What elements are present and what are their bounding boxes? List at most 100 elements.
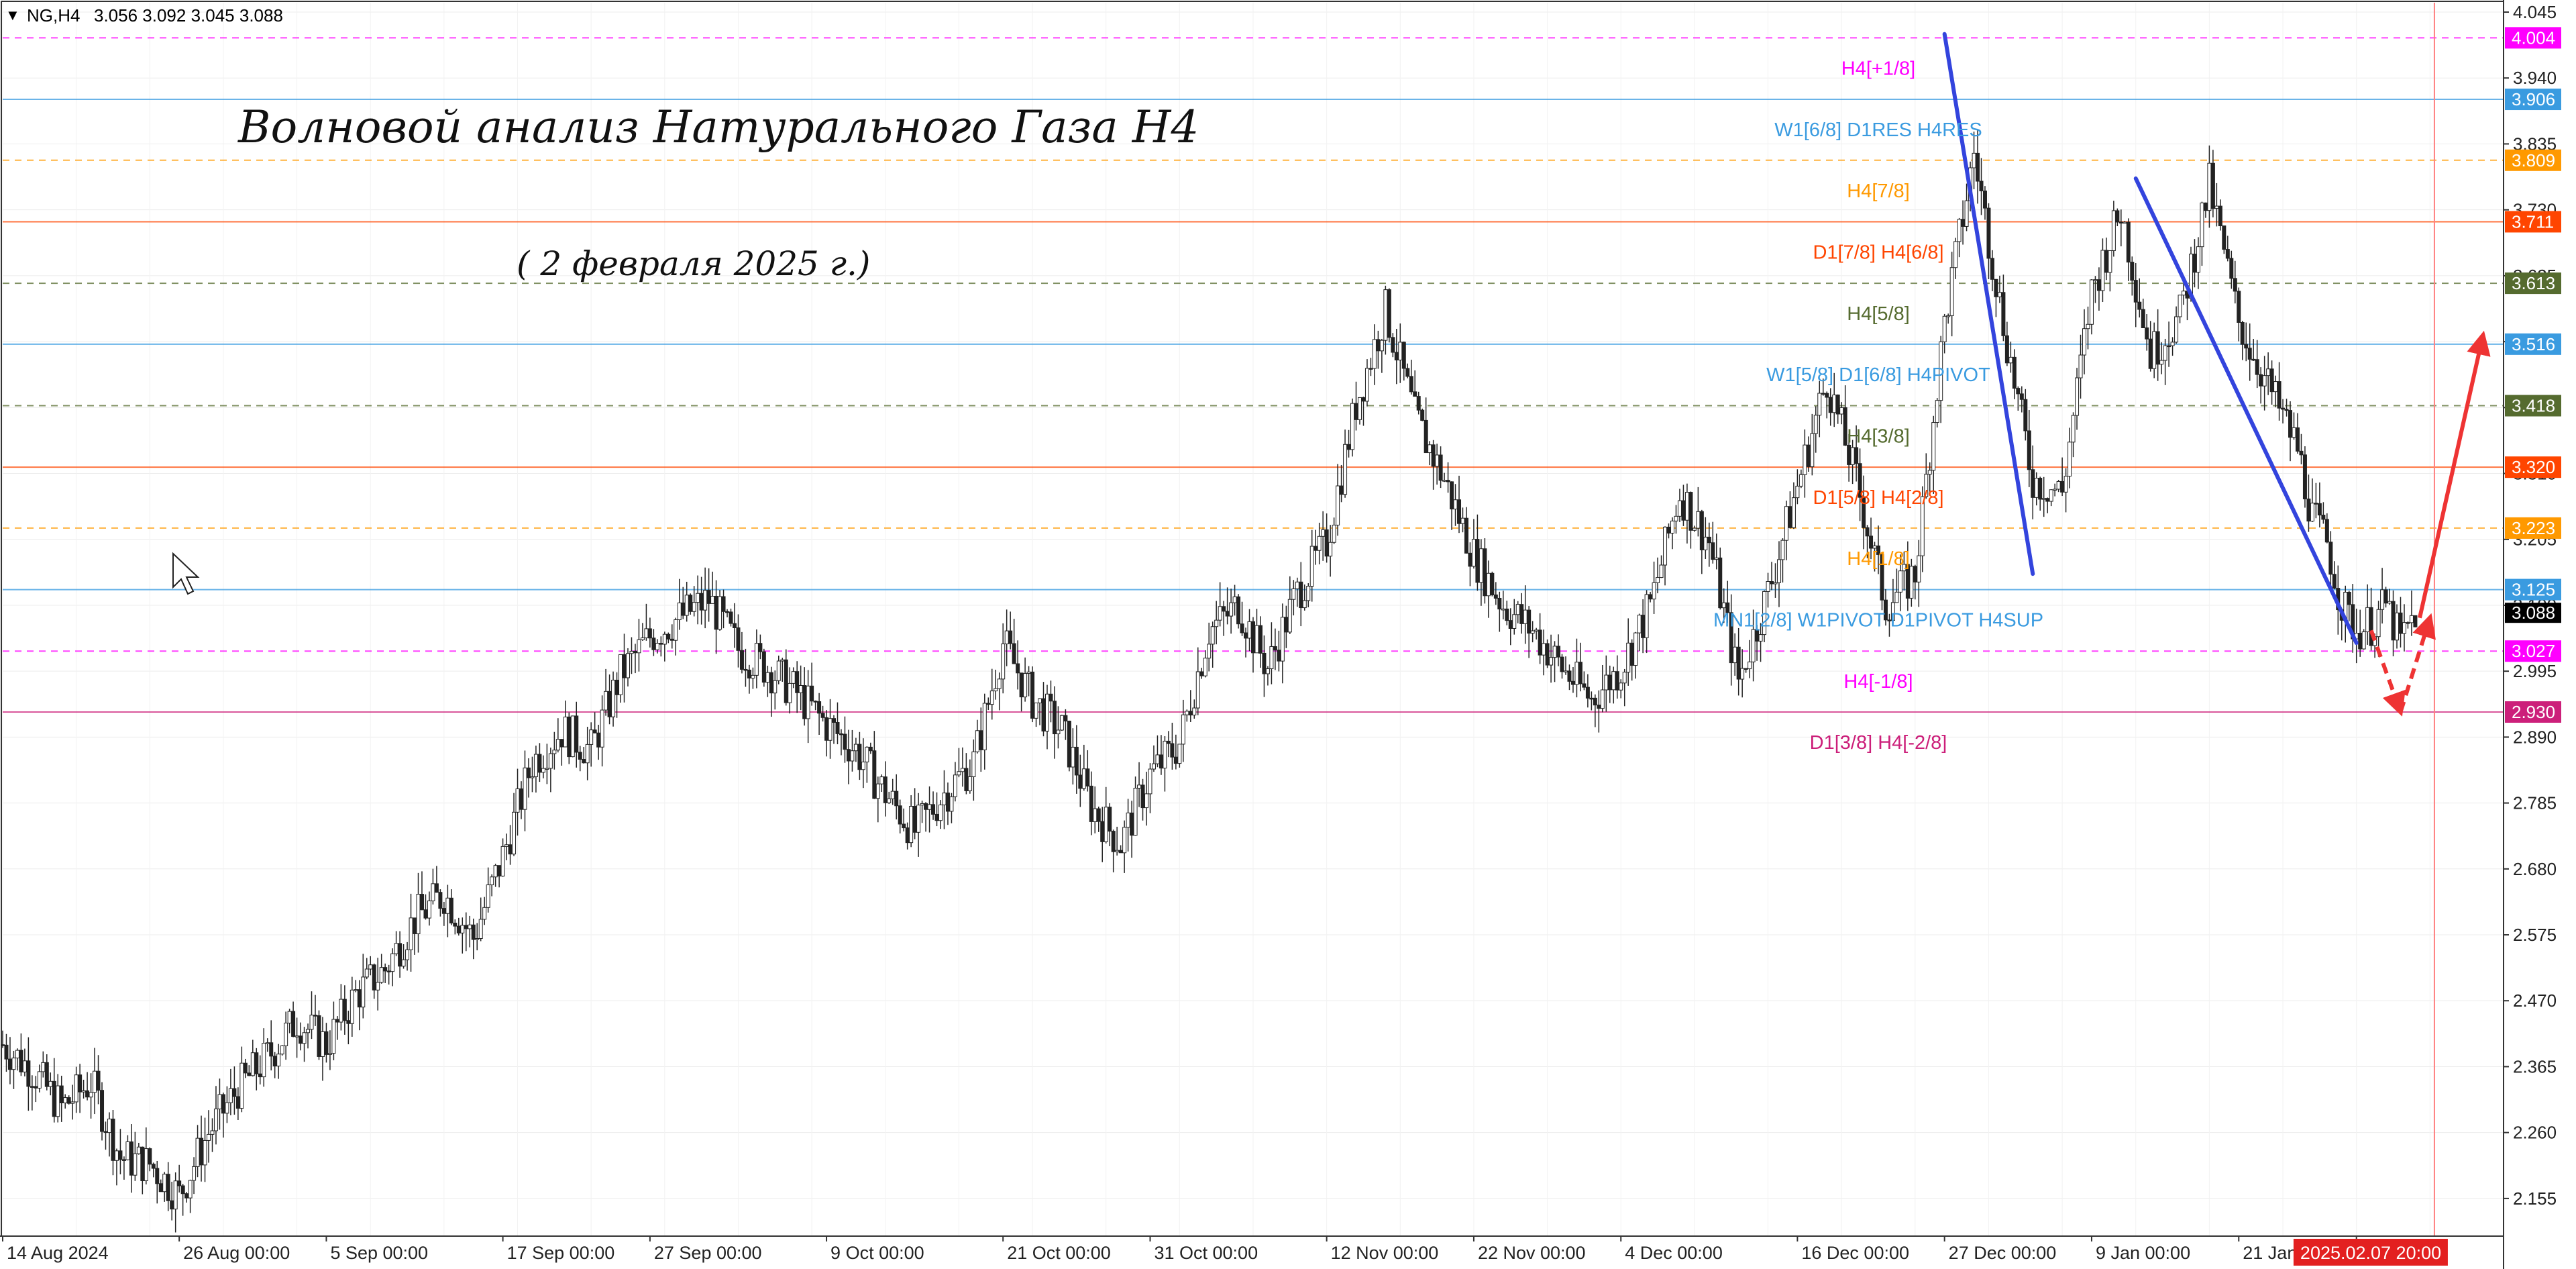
candle-body [1740,668,1745,680]
candle-body [2130,262,2135,281]
candle-body [2093,279,2098,281]
candle-body [1229,602,1234,617]
candle-body [419,894,424,911]
candle-body [872,750,877,799]
candle-body [2034,478,2039,498]
candle-body [2049,489,2053,502]
candle-body [1743,668,1748,670]
candle-body [879,776,884,784]
candle-body [317,1015,321,1057]
candle-body [1457,499,1462,524]
candle-body [2111,210,2116,251]
candle-body [1317,536,1322,551]
candle-body [423,909,428,919]
candle-body [2332,574,2337,589]
candle-body [1570,680,1575,685]
candle-body [1144,793,1149,809]
candle-body [1137,784,1142,789]
candle-body [699,593,704,611]
candle-body [508,844,513,855]
candle-body [1788,506,1792,528]
candle-body [669,638,674,641]
candle-body [1163,740,1167,769]
candle-body [1401,342,1406,369]
candle-body [1368,368,1373,370]
candle-body [1795,485,1800,499]
candle-body [70,1101,75,1104]
plot-area[interactable] [1,1,2504,1237]
forecast-arrows [2369,330,2491,717]
time-axis[interactable]: 14 Aug 2024 26 Aug 00:00 5 Sep 00:00 17 Sep… [0,1235,2504,1266]
candle-body [361,976,366,1008]
candle-body [2027,430,2031,470]
time-tick-label: 5 Sep 00:00 [330,1243,428,1263]
candle-body [2284,409,2289,411]
candle-body [217,1094,222,1109]
candle-body [327,1053,332,1055]
candle-body [729,611,733,624]
candle-body [1964,200,1969,227]
candle-body [207,1133,211,1141]
candle-body [1133,787,1138,836]
murrey-level-label: MN1[2/8] W1PIVOT D1PIVOT H4SUP [1713,610,2043,631]
candle-body [574,715,579,753]
candle-body [861,761,865,770]
candle-body [1240,623,1244,633]
candle-body [1391,337,1395,353]
candle-body [1663,526,1668,566]
candle-body [2019,393,2024,400]
candle-body [96,1070,101,1091]
candle-body [651,638,656,650]
price-tick-label: 2.260 [2513,1123,2557,1143]
candle-body [471,924,476,940]
candle-body [48,1080,53,1087]
candle-body [765,672,770,683]
candle-body [2413,615,2418,627]
candle-body [1976,152,1980,182]
candle-body [262,1043,266,1078]
candle-body [1880,554,1884,601]
candle-body [427,900,431,919]
candle-body [78,1074,83,1093]
candle-body [2152,331,2157,369]
candle-body [2259,374,2263,387]
candle-body [1505,608,1509,621]
candle-body [350,989,354,1024]
candle-body [1471,539,1476,567]
candle-body [1038,698,1042,703]
candle-body [1711,542,1715,560]
candle-body [1946,315,1951,317]
candle-body [784,659,788,703]
candle-body [324,1031,329,1055]
candle-body [1813,415,1818,434]
candle-body [2266,368,2271,376]
candle-body [1188,711,1193,716]
candle-body [203,1139,207,1166]
candle-body [1232,596,1237,603]
candle-body [611,679,616,717]
candle-body [449,897,453,923]
candle-body [2053,489,2057,491]
candle-body [478,919,483,940]
chart-menu-arrow[interactable]: ▼ [5,7,20,23]
price-axis[interactable]: 4.0453.9403.8353.7303.6253.5203.4153.310… [2503,0,2561,1269]
candle-body [2063,476,2068,493]
candle-body [1681,500,1686,521]
candle-body [2361,631,2366,650]
candle-body [2328,542,2333,575]
candle-body [1346,444,1351,450]
candle-body [148,1148,152,1165]
candle-body [1195,671,1200,709]
candle-body [640,638,645,640]
time-tick-label: 27 Dec 00:00 [1949,1243,2057,1263]
candle-body [1523,609,1527,624]
candle-body [1556,646,1561,658]
candle-body [331,1019,336,1054]
candle-body [530,776,535,778]
candle-body [2123,221,2127,224]
candle-body [1597,705,1601,709]
candle-body [19,1050,23,1072]
candle-body [1424,419,1428,454]
candle-body [1791,497,1796,528]
